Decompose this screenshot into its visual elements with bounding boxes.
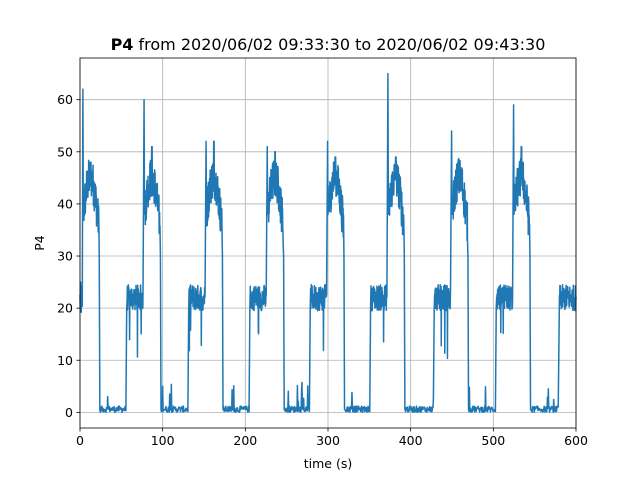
- x-tick-label: 300: [316, 433, 340, 448]
- y-tick-label: 30: [57, 249, 73, 264]
- chart-title-rest: from 2020/06/02 09:33:30 to 2020/06/02 0…: [133, 35, 545, 54]
- y-tick-label: 50: [57, 144, 73, 159]
- y-tick-label: 0: [65, 405, 73, 420]
- y-tick-label: 60: [57, 92, 73, 107]
- chart-title-bold: P4: [111, 35, 134, 54]
- y-ticks: 0 10 20 30 40 50 60: [57, 92, 80, 420]
- x-tick-label: 600: [564, 433, 588, 448]
- series-p4: [79, 72, 577, 414]
- grid-lines: [79, 58, 577, 428]
- y-tick-label: 20: [57, 301, 73, 316]
- x-tick-label: 200: [233, 433, 257, 448]
- x-tick-label: 0: [76, 433, 84, 448]
- y-axis-label: P4: [32, 235, 47, 251]
- x-axis-label: time (s): [304, 456, 352, 471]
- y-tick-label: 40: [57, 196, 73, 211]
- p4-line: [79, 72, 577, 414]
- x-ticks: 0 100 200 300 400 500 600: [76, 428, 588, 448]
- x-tick-label: 500: [481, 433, 505, 448]
- x-tick-label: 100: [151, 433, 175, 448]
- y-tick-label: 10: [57, 353, 73, 368]
- x-tick-label: 400: [399, 433, 423, 448]
- chart-title: P4 from 2020/06/02 09:33:30 to 2020/06/0…: [111, 35, 546, 54]
